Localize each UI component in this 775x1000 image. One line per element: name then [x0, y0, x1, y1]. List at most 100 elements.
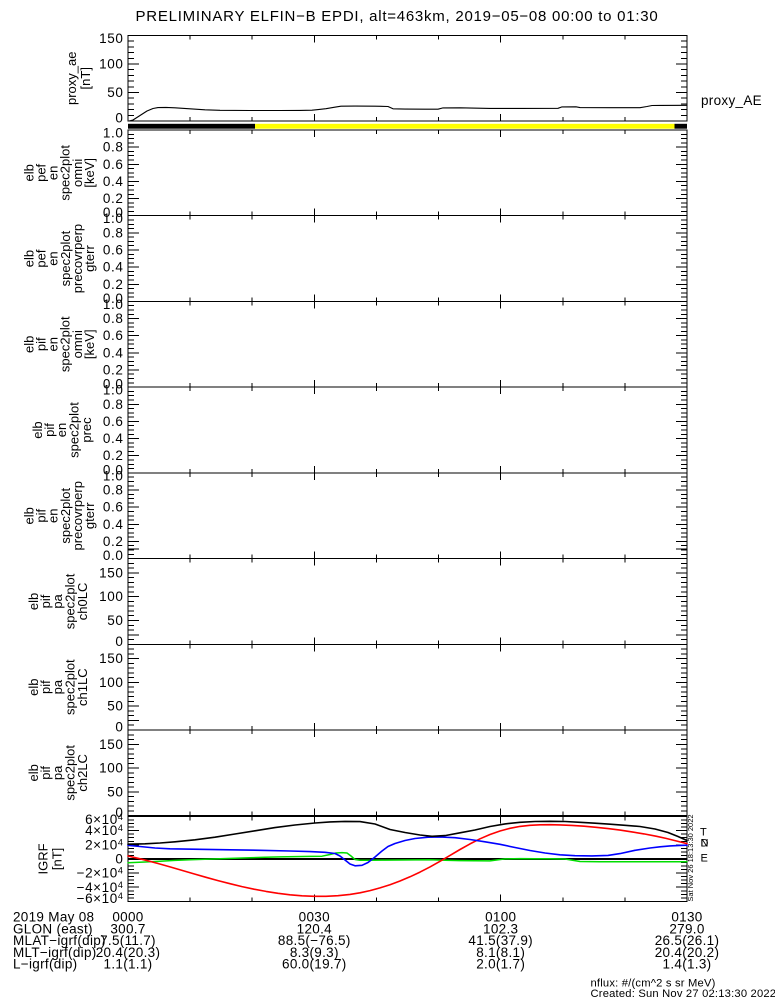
svg-text:0.6: 0.6	[103, 157, 124, 172]
svg-text:IGRF: IGRF	[36, 843, 51, 874]
svg-text:pif: pif	[42, 423, 57, 437]
svg-text:0.8: 0.8	[103, 397, 124, 412]
svg-text:2×104: 2×104	[85, 837, 123, 852]
svg-text:1.4(1.3): 1.4(1.3)	[663, 957, 712, 972]
svg-text:60.0(19.7): 60.0(19.7)	[282, 957, 347, 972]
svg-text:[nT]: [nT]	[50, 848, 65, 870]
svg-text:en: en	[46, 337, 61, 351]
svg-text:elb: elb	[30, 421, 45, 438]
svg-text:pif: pif	[34, 508, 49, 522]
svg-text:0: 0	[115, 634, 123, 649]
svg-text:26.5(26.1): 26.5(26.1)	[655, 933, 720, 948]
svg-text:elb: elb	[22, 507, 37, 524]
svg-text:elb: elb	[26, 764, 41, 781]
svg-text:150: 150	[99, 737, 123, 752]
svg-text:0100: 0100	[485, 910, 516, 925]
svg-text:PRELIMINARY ELFIN−B EPDI, alt=: PRELIMINARY ELFIN−B EPDI, alt=463km, 201…	[136, 8, 659, 25]
svg-text:0.4: 0.4	[103, 431, 124, 446]
svg-text:100: 100	[99, 589, 123, 604]
svg-text:0.6: 0.6	[103, 243, 124, 258]
svg-text:0: 0	[115, 111, 123, 126]
svg-text:0130: 0130	[671, 910, 702, 925]
svg-text:en: en	[46, 509, 61, 523]
svg-text:pef: pef	[34, 249, 49, 267]
svg-text:[keV]: [keV]	[82, 158, 97, 188]
svg-text:0.8: 0.8	[103, 311, 124, 326]
svg-text:50: 50	[107, 613, 123, 628]
svg-text:1.0: 1.0	[103, 297, 124, 312]
svg-text:MLT−igrf(dip): MLT−igrf(dip)	[13, 945, 97, 960]
svg-text:omni: omni	[70, 159, 85, 187]
svg-text:pif: pif	[38, 594, 53, 608]
svg-text:Sat Nov 26 18:13:30 2022: Sat Nov 26 18:13:30 2022	[686, 814, 695, 901]
svg-text:ch0LC: ch0LC	[75, 583, 90, 621]
svg-text:150: 150	[99, 565, 123, 580]
svg-text:precovrperp: precovrperp	[70, 224, 85, 293]
svg-text:en: en	[46, 166, 61, 180]
svg-text:−6×104: −6×104	[77, 891, 124, 906]
svg-text:0.2: 0.2	[103, 363, 124, 378]
svg-text:0.2: 0.2	[103, 277, 124, 292]
svg-text:50: 50	[107, 784, 123, 799]
svg-text:GLON (east): GLON (east)	[13, 921, 93, 936]
svg-text:0.0: 0.0	[103, 291, 124, 306]
svg-text:D: D	[701, 838, 709, 850]
svg-text:spec2plot: spec2plot	[58, 488, 73, 544]
svg-text:en: en	[46, 251, 61, 265]
svg-text:0.2: 0.2	[103, 534, 124, 549]
svg-text:N: N	[701, 838, 709, 850]
svg-text:0: 0	[115, 852, 123, 867]
svg-text:E: E	[701, 853, 708, 865]
svg-text:pif: pif	[38, 680, 53, 694]
svg-text:spec2plot: spec2plot	[62, 659, 77, 715]
svg-text:proxy_AE: proxy_AE	[701, 93, 762, 108]
svg-text:precovrperp: precovrperp	[70, 481, 85, 550]
svg-text:0.8: 0.8	[103, 225, 124, 240]
svg-text:gterr: gterr	[82, 245, 97, 272]
svg-text:elb: elb	[21, 250, 36, 267]
svg-text:300.7: 300.7	[110, 921, 145, 936]
svg-text:0.2: 0.2	[103, 191, 124, 206]
svg-text:100: 100	[99, 675, 123, 690]
svg-text:0.4: 0.4	[103, 260, 124, 275]
svg-text:0030: 0030	[299, 910, 330, 925]
svg-text:50: 50	[107, 699, 123, 714]
svg-text:0.8: 0.8	[103, 483, 124, 498]
svg-text:150: 150	[99, 31, 123, 46]
svg-text:279.0: 279.0	[669, 921, 704, 936]
svg-text:2019 May 08: 2019 May 08	[13, 910, 94, 925]
svg-text:41.5(37.9): 41.5(37.9)	[468, 933, 533, 948]
svg-text:100: 100	[99, 761, 123, 776]
svg-text:1.1(1.1): 1.1(1.1)	[104, 957, 153, 972]
svg-text:120.4: 120.4	[297, 921, 332, 936]
svg-text:elb: elb	[21, 336, 36, 353]
svg-text:1.0: 1.0	[103, 468, 124, 483]
svg-text:−4×104: −4×104	[77, 880, 124, 895]
svg-text:7.5(11.7): 7.5(11.7)	[100, 933, 156, 948]
svg-text:20.4(20.3): 20.4(20.3)	[96, 945, 161, 960]
svg-text:pa: pa	[50, 593, 65, 608]
svg-text:88.5(−76.5): 88.5(−76.5)	[278, 933, 351, 948]
svg-text:spec2plot: spec2plot	[58, 145, 73, 201]
svg-text:pif: pif	[38, 766, 53, 780]
svg-text:8.3(9.3): 8.3(9.3)	[290, 945, 339, 960]
svg-text:prec: prec	[79, 417, 94, 443]
svg-text:0.0: 0.0	[103, 548, 124, 563]
svg-text:4×104: 4×104	[85, 823, 123, 838]
svg-text:gterr: gterr	[82, 502, 97, 529]
svg-text:−2×104: −2×104	[77, 866, 124, 881]
svg-text:[nT]: [nT]	[78, 67, 93, 89]
svg-text:150: 150	[99, 651, 123, 666]
svg-text:spec2plot: spec2plot	[63, 573, 78, 629]
svg-text:0: 0	[115, 805, 123, 820]
svg-text:pef: pef	[34, 163, 49, 181]
svg-text:0.0: 0.0	[103, 205, 124, 220]
svg-text:0.2: 0.2	[103, 448, 124, 463]
svg-text:omni: omni	[70, 330, 85, 358]
svg-text:elb: elb	[21, 164, 36, 181]
svg-text:0.0: 0.0	[103, 462, 124, 477]
svg-text:ch2LC: ch2LC	[75, 754, 90, 792]
svg-text:1.0: 1.0	[103, 126, 124, 141]
svg-text:spec2plot: spec2plot	[63, 745, 78, 801]
svg-text:0.6: 0.6	[103, 414, 124, 429]
